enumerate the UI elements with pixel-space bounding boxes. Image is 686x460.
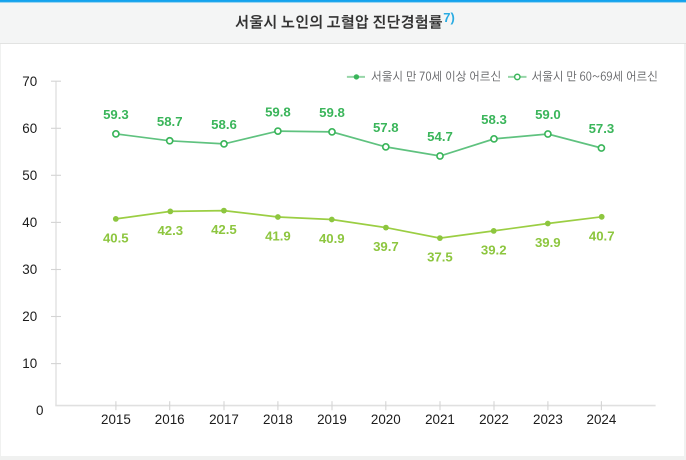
svg-text:40.9: 40.9 bbox=[319, 231, 345, 246]
svg-text:40.7: 40.7 bbox=[589, 228, 615, 243]
svg-text:59.8: 59.8 bbox=[265, 104, 291, 119]
svg-text:58.3: 58.3 bbox=[481, 112, 507, 127]
svg-text:7): 7) bbox=[443, 10, 455, 25]
svg-text:41.9: 41.9 bbox=[265, 229, 291, 244]
svg-text:54.7: 54.7 bbox=[427, 129, 453, 144]
svg-text:42.3: 42.3 bbox=[157, 223, 183, 238]
svg-text:2017: 2017 bbox=[209, 412, 239, 427]
svg-text:2018: 2018 bbox=[263, 412, 293, 427]
svg-text:39.2: 39.2 bbox=[481, 242, 507, 257]
svg-text:59.0: 59.0 bbox=[535, 107, 561, 122]
svg-text:0: 0 bbox=[36, 403, 43, 418]
svg-text:58.6: 58.6 bbox=[211, 117, 237, 132]
svg-text:37.5: 37.5 bbox=[427, 250, 453, 265]
svg-text:2015: 2015 bbox=[101, 412, 131, 427]
svg-text:2020: 2020 bbox=[371, 412, 401, 427]
svg-text:40: 40 bbox=[22, 215, 37, 230]
svg-text:39.9: 39.9 bbox=[535, 235, 561, 250]
svg-text:2022: 2022 bbox=[479, 412, 509, 427]
svg-text:57.3: 57.3 bbox=[589, 121, 615, 136]
svg-text:59.8: 59.8 bbox=[319, 105, 345, 120]
svg-text:2019: 2019 bbox=[317, 412, 347, 427]
svg-text:70: 70 bbox=[22, 74, 37, 89]
svg-text:50: 50 bbox=[22, 168, 37, 183]
svg-text:40.5: 40.5 bbox=[103, 230, 129, 245]
svg-text:2024: 2024 bbox=[587, 412, 617, 427]
svg-text:39.7: 39.7 bbox=[373, 239, 399, 254]
svg-text:10: 10 bbox=[22, 356, 37, 371]
svg-text:2016: 2016 bbox=[155, 412, 185, 427]
svg-text:58.7: 58.7 bbox=[157, 114, 183, 129]
svg-text:60: 60 bbox=[22, 121, 37, 136]
svg-text:2023: 2023 bbox=[533, 412, 563, 427]
svg-text:59.3: 59.3 bbox=[103, 107, 129, 122]
svg-text:20: 20 bbox=[22, 309, 37, 324]
svg-text:2021: 2021 bbox=[425, 412, 455, 427]
svg-text:42.5: 42.5 bbox=[211, 222, 237, 237]
svg-text:30: 30 bbox=[22, 262, 37, 277]
svg-text:57.8: 57.8 bbox=[373, 120, 399, 135]
